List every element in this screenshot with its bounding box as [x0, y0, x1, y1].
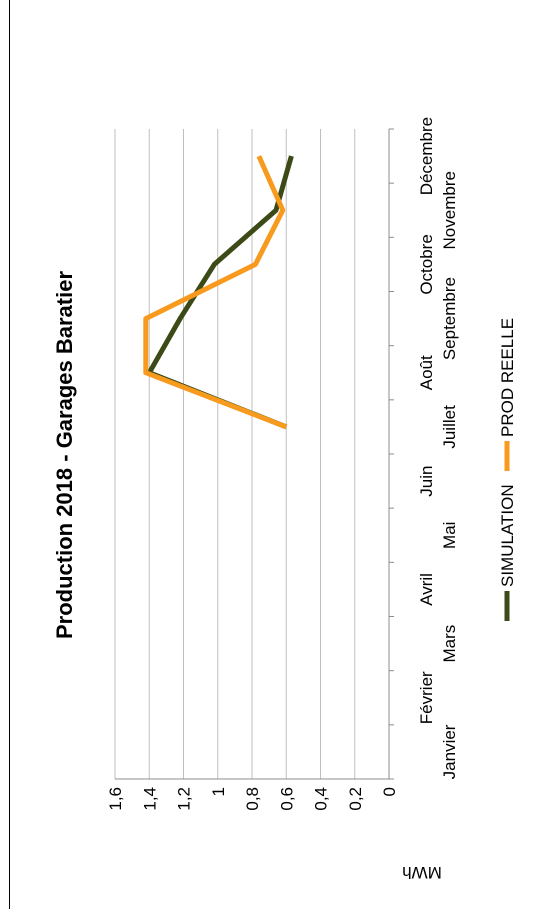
series-line-simulation	[146, 155, 294, 430]
y-tick-label: 0	[380, 787, 399, 796]
x-tick-label: Avril	[417, 573, 436, 606]
y-tick-label: 0,4	[312, 787, 331, 811]
axes	[115, 128, 394, 780]
series-lines	[143, 155, 294, 430]
legend: SIMULATION PROD REELLE	[498, 318, 517, 621]
gridlines	[114, 129, 356, 779]
y-tick-labels: 0 0,2 0,4 0,6 0,8 1 1,2 1,4 1,6	[106, 787, 399, 811]
x-tick-label: Août	[417, 355, 436, 390]
x-tick-label: Décembre	[417, 117, 436, 195]
x-tick-label: Février	[417, 671, 436, 724]
y-tick-label: 1,4	[140, 787, 159, 811]
x-tick-label: Septembre	[440, 277, 459, 360]
chart-title: Production 2018 - Garages Baratier	[52, 271, 77, 639]
x-tick-label: Juin	[417, 465, 436, 496]
y-tick-label: 0,8	[243, 787, 262, 811]
x-tick-label: Octobre	[417, 234, 436, 294]
x-tick-label: Mai	[440, 522, 459, 549]
x-tick-label: Juillet	[440, 405, 459, 449]
y-tick-label: 0,2	[346, 787, 365, 811]
x-tick-label: Mars	[440, 625, 459, 663]
y-tick-label: 1,2	[175, 787, 194, 811]
x-tick-label: Novembre	[440, 171, 459, 249]
series-line-prod-reelle	[143, 155, 288, 430]
x-tick-label: Janvier	[440, 724, 459, 779]
y-tick-label: 0,6	[277, 787, 296, 811]
legend-label-prod-reelle: PROD REELLE	[498, 318, 517, 437]
legend-label-simulation: SIMULATION	[498, 484, 517, 587]
y-tick-label: 1,6	[106, 787, 125, 811]
frame-border	[9, 0, 10, 909]
y-tick-label: 1	[209, 787, 228, 796]
y-axis-label: MWh	[402, 863, 442, 882]
